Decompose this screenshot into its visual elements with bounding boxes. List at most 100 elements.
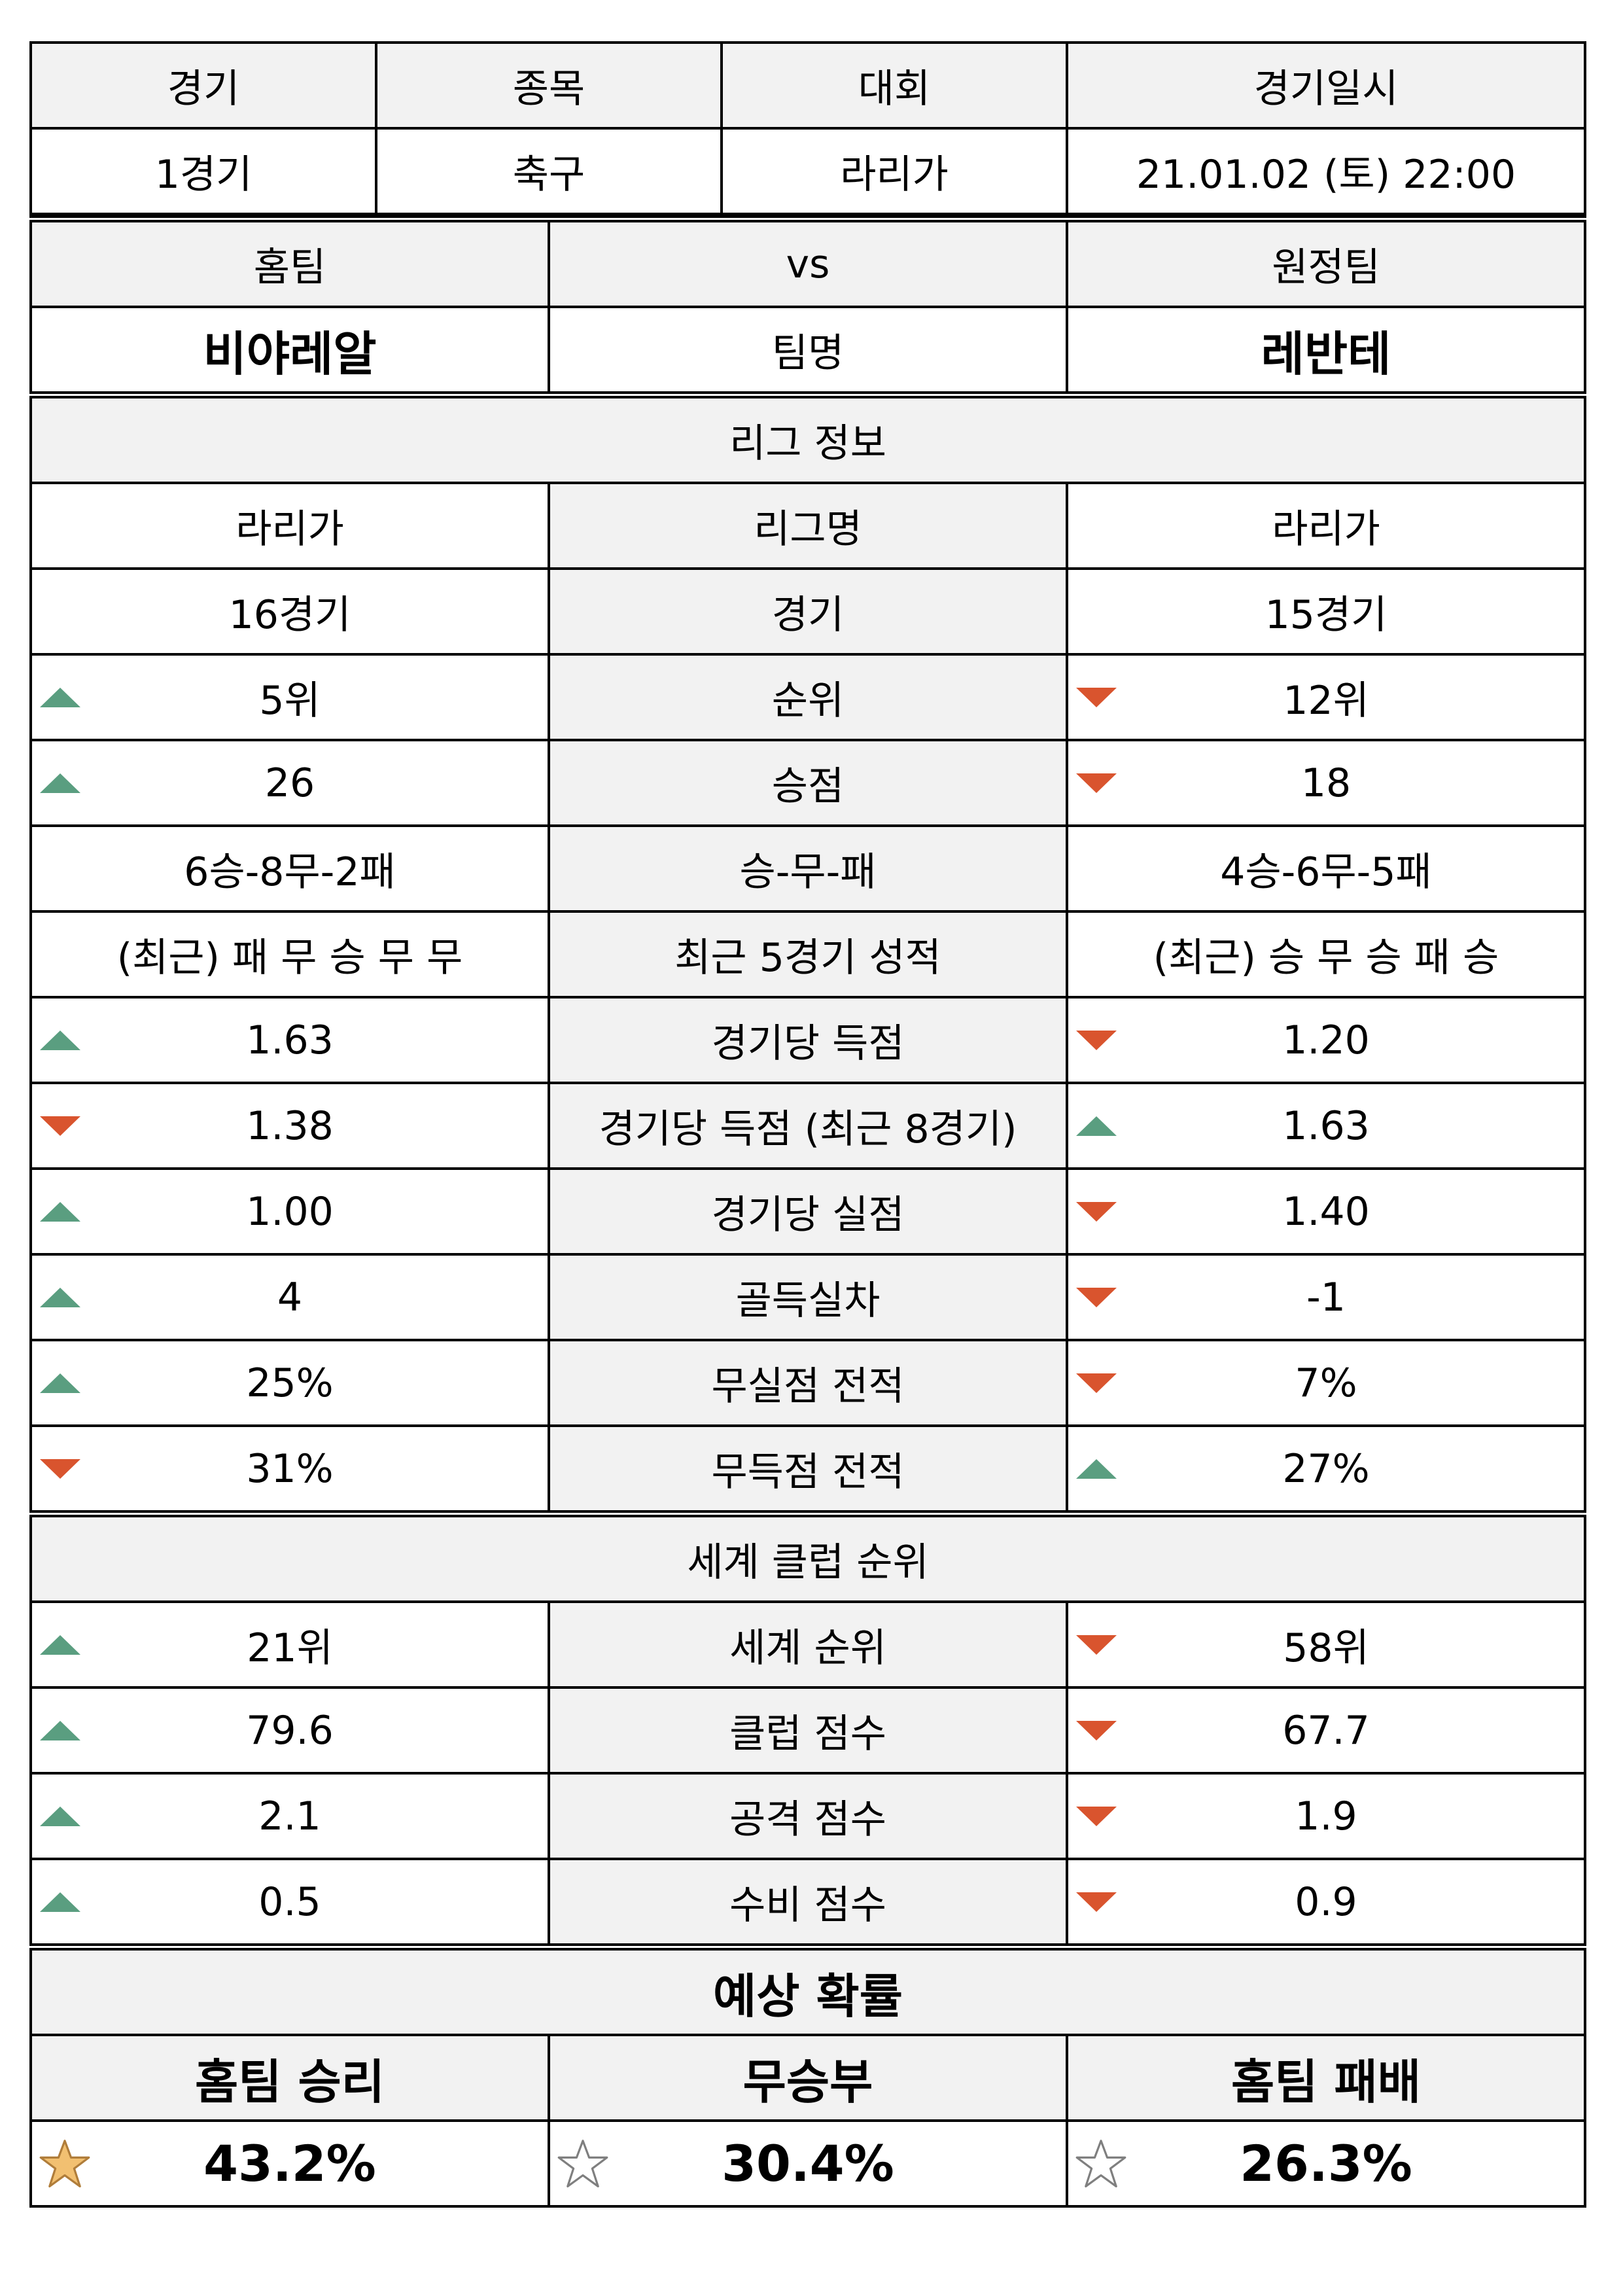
prediction-label-row: 홈팀 승리 무승부 홈팀 패배 <box>29 2034 1586 2122</box>
triangle-up-icon <box>40 1720 80 1740</box>
league-stat-row: 4 골득실차 -1 <box>29 1253 1586 1341</box>
triangle-down-icon <box>1076 1806 1117 1826</box>
away-stat-value: (최근) 승 무 승 패 승 <box>1153 935 1499 981</box>
away-stat-value: 라리가 <box>1272 506 1380 552</box>
triangle-down-icon <box>1076 773 1117 793</box>
home-stat-value-cell: 1.38 <box>29 1082 550 1170</box>
triangle-up-icon <box>40 1287 80 1307</box>
away-stat-value-cell: 58위 <box>1066 1600 1586 1689</box>
away-stat-value: 7% <box>1295 1360 1357 1406</box>
league-stat-row: 16경기 경기 15경기 <box>29 567 1586 656</box>
home-stat-value: 26 <box>264 760 315 806</box>
away-stat-value-cell: 1.40 <box>1066 1167 1586 1256</box>
world-stat-row: 0.5 수비 점수 0.9 <box>29 1858 1586 1949</box>
triangle-down-icon <box>40 1458 80 1479</box>
stat-label: 세계 순위 <box>729 1625 886 1671</box>
stat-label-cell: 승-무-패 <box>548 824 1068 913</box>
match-info-table: 경기 종목 대회 경기일시 1경기 축구 라리가 21.01.02 (토) 22… <box>29 41 1586 215</box>
triangle-down-icon <box>1076 1287 1117 1307</box>
home-stat-value-cell: 6승-8무-2패 <box>29 824 550 913</box>
away-stat-value: 58위 <box>1283 1625 1369 1671</box>
home-stat-value: (최근) 패 무 승 무 무 <box>116 935 463 981</box>
home-stat-value-cell: (최근) 패 무 승 무 무 <box>29 910 550 998</box>
home-stat-value-cell: 16경기 <box>29 567 550 656</box>
match-header-datetime: 경기일시 <box>1066 41 1586 130</box>
home-stat-value-cell: 2.1 <box>29 1772 550 1860</box>
home-stat-value: 6승-8무-2패 <box>184 849 396 895</box>
triangle-up-icon <box>40 773 80 793</box>
triangle-down-icon <box>1076 1030 1117 1050</box>
stat-label: 공격 점수 <box>729 1797 886 1843</box>
home-stat-value: 라리가 <box>236 506 344 552</box>
away-stat-value: 0.9 <box>1295 1879 1357 1925</box>
stat-label-cell: 공격 점수 <box>548 1772 1068 1860</box>
league-stat-row: 25% 무실점 전적 7% <box>29 1339 1586 1427</box>
league-stat-row: 5위 순위 12위 <box>29 653 1586 741</box>
match-header-sport: 종목 <box>375 41 723 130</box>
away-stat-value: 1.40 <box>1282 1188 1370 1235</box>
stat-label-cell: 경기당 득점 (최근 8경기) <box>548 1082 1068 1170</box>
stat-label-cell: 클럽 점수 <box>548 1686 1068 1775</box>
triangle-up-icon <box>40 1201 80 1222</box>
league-stat-row: 31% 무득점 전적 27% <box>29 1424 1586 1515</box>
world-section-title: 세계 클럽 순위 <box>29 1510 1586 1603</box>
away-stat-value: 18 <box>1300 760 1352 806</box>
stat-label-cell: 경기 <box>548 567 1068 656</box>
stat-label: 수비 점수 <box>729 1882 886 1928</box>
match-info-header-row: 경기 종목 대회 경기일시 <box>29 41 1586 130</box>
league-stats-body: 라리가 리그명 라리가 16경기 경기 15경기 5위 순위 12위 26 승점 18 6승-8무-2패… <box>29 482 1586 1515</box>
away-stat-value: 15경기 <box>1265 592 1387 638</box>
home-stat-value-cell: 26 <box>29 739 550 827</box>
stat-label-cell: 무득점 전적 <box>548 1424 1068 1515</box>
prediction-value-row: 43.2% 30.4% 26.3% <box>29 2119 1586 2208</box>
home-stat-value-cell: 0.5 <box>29 1858 550 1949</box>
home-stat-value: 4 <box>277 1274 303 1320</box>
triangle-up-icon <box>40 1634 80 1655</box>
triangle-up-icon <box>1076 1458 1117 1479</box>
home-stat-value: 79.6 <box>246 1707 334 1754</box>
home-stat-value: 16경기 <box>228 592 351 638</box>
triangle-down-icon <box>1076 1373 1117 1393</box>
world-section-header: 세계 클럽 순위 <box>29 1510 1586 1603</box>
star-outline-icon <box>1075 2139 1126 2187</box>
stat-label: 무득점 전적 <box>711 1449 905 1495</box>
stat-label: 경기당 득점 (최근 8경기) <box>599 1106 1017 1152</box>
world-stat-row: 21위 세계 순위 58위 <box>29 1600 1586 1689</box>
home-stat-value-cell: 라리가 <box>29 482 550 570</box>
league-stat-row: (최근) 패 무 승 무 무 최근 5경기 성적 (최근) 승 무 승 패 승 <box>29 910 1586 998</box>
home-stat-value-cell: 5위 <box>29 653 550 741</box>
home-stat-value-cell: 31% <box>29 1424 550 1515</box>
stat-label: 최근 5경기 성적 <box>674 935 941 981</box>
stat-label-cell: 세계 순위 <box>548 1600 1068 1689</box>
triangle-up-icon <box>40 1030 80 1050</box>
home-team-label: 홈팀 <box>29 215 550 308</box>
world-stat-row: 2.1 공격 점수 1.9 <box>29 1772 1586 1860</box>
stat-label-cell: 무실점 전적 <box>548 1339 1068 1427</box>
stat-label: 경기당 실점 <box>711 1192 905 1238</box>
stat-label: 경기 <box>771 592 845 638</box>
stat-label: 클럽 점수 <box>729 1711 886 1757</box>
match-header-game: 경기 <box>29 41 377 130</box>
stat-label: 리그명 <box>754 506 862 552</box>
home-stat-value-cell: 21위 <box>29 1600 550 1689</box>
league-stat-row: 26 승점 18 <box>29 739 1586 827</box>
triangle-down-icon <box>1076 1634 1117 1655</box>
world-stat-row: 79.6 클럽 점수 67.7 <box>29 1686 1586 1775</box>
triangle-up-icon <box>40 1373 80 1393</box>
match-value-competition: 라리가 <box>720 127 1068 215</box>
stat-label-cell: 최근 5경기 성적 <box>548 910 1068 998</box>
stat-label-cell: 수비 점수 <box>548 1858 1068 1949</box>
away-stat-value-cell: 1.63 <box>1066 1082 1586 1170</box>
match-header-competition: 대회 <box>720 41 1068 130</box>
home-stat-value-cell: 1.00 <box>29 1167 550 1256</box>
league-stat-row: 라리가 리그명 라리가 <box>29 482 1586 570</box>
prediction-cell-draw: 30.4% <box>548 2119 1068 2208</box>
away-stat-value: 27% <box>1282 1445 1370 1492</box>
match-value-game: 1경기 <box>29 127 377 215</box>
match-value-sport: 축구 <box>375 127 723 215</box>
prediction-section-header: 예상 확률 <box>29 1943 1586 2036</box>
world-stats-body: 21위 세계 순위 58위 79.6 클럽 점수 67.7 2.1 공격 점수 1.9 0.5 수비… <box>29 1600 1586 1949</box>
home-stat-value-cell: 25% <box>29 1339 550 1427</box>
home-stat-value-cell: 79.6 <box>29 1686 550 1775</box>
away-stat-value: 1.20 <box>1282 1017 1370 1063</box>
